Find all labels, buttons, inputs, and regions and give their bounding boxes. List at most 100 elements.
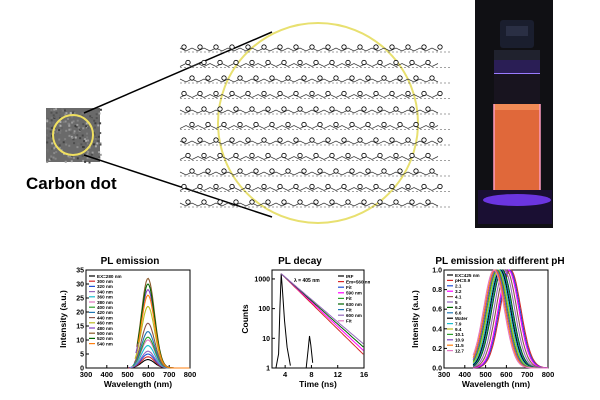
pl2-series-line	[275, 273, 291, 369]
pl3-legend-label: 3.2	[455, 289, 462, 294]
pl2-legend-label: 600 nm	[346, 313, 362, 318]
pl1-legend-label: 380 nm	[97, 300, 113, 305]
pl-decay-chart: 4 8 12 16 1 10 100 1000 Time (ns) Counts λ = 405 n…	[240, 269, 370, 389]
pl2-ytick-label: 1	[266, 366, 270, 373]
pl2-legend-label: 630 nm	[346, 302, 362, 307]
pl1-legend-label: 520 nm	[97, 336, 113, 341]
pl3-series-line	[473, 269, 548, 369]
pl2-annotation: λ = 405 nm	[294, 278, 320, 284]
pl2-legend-label: IRF	[346, 274, 354, 279]
pl2-ytick-label: 100	[258, 306, 270, 313]
pl3-xlabel: Wavelength (nm)	[462, 379, 530, 389]
pl2-legend-label: Fit	[346, 319, 352, 324]
pl3-legend-label: 4.1	[455, 294, 462, 299]
panel1-title: PL emission	[100, 256, 160, 267]
pl-emission-chart: 300 400 500 600 700 800 0 5 10 15 20 25 30 35 Waveleng…	[58, 268, 197, 390]
pl3-xtick-label: 500	[479, 370, 492, 379]
pl3-ytick-label: 0.0	[432, 366, 442, 373]
pl1-legend-label: 460 nm	[97, 321, 113, 326]
pl2-xtick-label: 12	[334, 370, 342, 379]
pl1-legend-label: 400 nm	[97, 305, 113, 310]
pl1-xtick-label: 700	[163, 370, 176, 379]
pl1-legend-label: 360 nm	[97, 295, 113, 300]
pl3-xtick-label: 600	[500, 370, 513, 379]
zoom-line-top	[83, 31, 273, 114]
pl3-ylabel: Intensity (a.u.)	[410, 290, 420, 348]
pl1-legend-label: 320 nm	[97, 284, 113, 289]
pl2-xlabel: Time (ns)	[299, 379, 337, 389]
pl1-ytick-label: 15	[76, 324, 84, 331]
pl2-legend-label: Em=560 nm	[346, 279, 370, 284]
panel3-title: PL emission at different pH	[435, 256, 565, 267]
pl3-ytick-label: 0.6	[432, 307, 442, 314]
pl2-ytick-label: 1000	[254, 276, 270, 283]
pl2-legend-label: Fit	[346, 285, 352, 290]
pl1-xtick-label: 300	[80, 370, 93, 379]
pl2-xtick-label: 4	[283, 370, 288, 379]
pl2-series-line	[305, 335, 314, 369]
pl3-series-line	[473, 269, 548, 369]
pl3-legend-label: EX=425 nm	[455, 273, 480, 278]
pl1-legend-label: 540 nm	[97, 341, 113, 346]
top-illustration	[46, 0, 553, 228]
pl1-xtick-label: 600	[142, 370, 155, 379]
pl3-xtick-label: 400	[459, 370, 472, 379]
pl3-legend-label: 9.4	[455, 327, 462, 332]
pl3-legend-label: 10.1	[455, 332, 464, 337]
pl3-series-line	[473, 269, 548, 369]
pl3-xtick-label: 800	[542, 370, 555, 379]
pl1-legend-label: 500 nm	[97, 331, 113, 336]
pl2-plot-frame	[271, 269, 365, 369]
pl3-xtick-label: 700	[521, 370, 534, 379]
pl3-ytick-label: 0.8	[432, 287, 442, 294]
pl3-ytick-label: 0.4	[432, 326, 442, 333]
pl1-legend-label: 480 nm	[97, 326, 113, 331]
pl3-legend-label: 11.5	[455, 343, 464, 348]
pl2-xtick-label: 16	[360, 370, 368, 379]
pl1-ytick-label: 20	[76, 310, 84, 317]
pl1-legend-label: 420 nm	[97, 310, 113, 315]
pl1-xlabel: Wavelength (nm)	[104, 379, 172, 389]
pl3-legend-label: 5	[455, 300, 458, 305]
pl1-ylabel: Intensity (a.u.)	[58, 290, 68, 348]
pl1-legend-label: 300 nm	[97, 279, 113, 284]
pl1-ytick-label: 0	[80, 366, 84, 373]
pl1-xtick-label: 500	[121, 370, 134, 379]
pl1-series-line	[137, 294, 190, 369]
vial-photo	[475, 0, 553, 228]
pl3-legend-label: 6.6	[455, 311, 462, 316]
pl2-legend-label: Fit	[346, 307, 352, 312]
pl1-legend-label: 340 nm	[97, 289, 113, 294]
pl2-legend-label: Fit	[346, 296, 352, 301]
pl3-legend-label: 6.2	[455, 305, 462, 310]
pl3-legend-label: Water	[455, 316, 468, 321]
pl1-xtick-label: 800	[184, 370, 197, 379]
pl1-ytick-label: 5	[80, 352, 84, 359]
pl1-ytick-label: 25	[76, 296, 84, 303]
pl2-ylabel: Counts	[240, 304, 250, 334]
pl3-ytick-label: 1.0	[432, 268, 442, 275]
pl2-legend-label: 590 nm	[346, 291, 362, 296]
pl3-legend-label: 12.7	[455, 348, 464, 353]
pl2-xtick-label: 8	[309, 370, 313, 379]
pl1-legend-label: 440 nm	[97, 315, 113, 320]
pl1-ytick-label: 35	[76, 268, 84, 275]
pl2-ytick-label: 10	[262, 336, 270, 343]
layered-structure	[179, 44, 450, 208]
carbon-dot-label: Carbon dot	[26, 174, 117, 193]
pl1-plot-frame	[85, 269, 191, 369]
pl3-legend-label: 7.9	[455, 321, 462, 326]
pl1-xtick-label: 400	[101, 370, 114, 379]
pl1-legend-label: EX=280 nm	[97, 274, 122, 279]
pl3-series-line	[472, 269, 548, 369]
pl3-legend-label: 2.1	[455, 284, 462, 289]
panel2-title: PL decay	[278, 256, 322, 267]
pl-ph-chart: 300 400 500 600 700 800 0.0 0.2 0.4 0.6 0.8 1.0 Wave…	[410, 268, 555, 390]
tem-image	[46, 108, 102, 164]
pl3-xtick-label: 300	[438, 370, 451, 379]
pl1-ytick-label: 30	[76, 282, 84, 289]
zoom-line-bottom	[83, 154, 273, 218]
pl2-series-line	[280, 273, 364, 345]
pl3-legend-label: 10.9	[455, 338, 464, 343]
pl3-ytick-label: 0.2	[432, 346, 442, 353]
